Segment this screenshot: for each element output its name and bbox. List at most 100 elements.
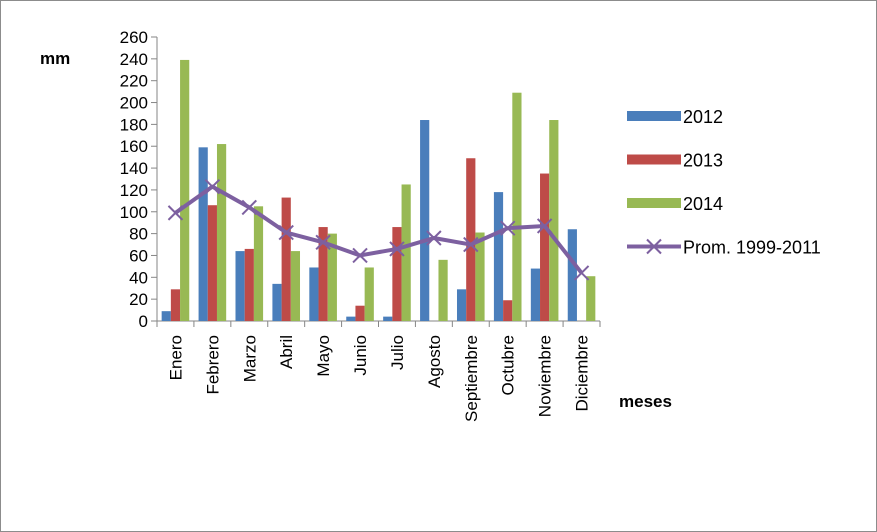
y-tick-label: 80 — [129, 225, 148, 244]
x-tick-label: Septiembre — [462, 335, 481, 422]
bar-2014 — [364, 267, 374, 321]
y-tick-label: 160 — [120, 137, 148, 156]
bar-2013 — [466, 158, 476, 321]
x-tick-label: Julio — [388, 335, 407, 370]
bar-2014 — [438, 259, 448, 321]
bar-2014 — [549, 120, 559, 321]
y-tick-label: 180 — [120, 115, 148, 134]
bar-2012 — [235, 251, 245, 321]
x-tick-label: Enero — [166, 335, 185, 380]
line-marker — [204, 178, 221, 195]
legend-label: 2012 — [683, 107, 723, 127]
bar-2013 — [281, 197, 291, 321]
legend: 2012 2013 2014 Prom. 1999-2011 — [627, 107, 821, 258]
bar-2012 — [161, 311, 171, 321]
y-tick-label: 240 — [120, 50, 148, 69]
line-marker — [500, 220, 516, 236]
bar-2014 — [216, 144, 227, 321]
x-axis-title: meses — [619, 392, 672, 411]
y-axis: 0 20 40 60 80 100 120 140 160 180 200 220 240 260 — [120, 28, 158, 331]
bar-2012 — [456, 289, 467, 321]
marker-stroke — [352, 247, 368, 264]
marker-stroke — [204, 178, 221, 195]
bar-2013 — [170, 289, 181, 321]
line-marker — [463, 236, 479, 253]
bar-2012 — [383, 316, 393, 321]
y-tick-label: 120 — [120, 181, 148, 200]
bar-2012 — [198, 147, 208, 321]
line-marker — [426, 230, 442, 246]
bar-2012 — [346, 316, 356, 321]
bar-2013 — [392, 227, 402, 321]
bar-2014 — [290, 251, 301, 321]
bar-2012 — [493, 192, 504, 321]
bar-2014 — [586, 276, 596, 321]
y-tick-label: 220 — [120, 72, 148, 91]
bar-2013 — [503, 300, 513, 321]
y-tick-label: 20 — [129, 290, 148, 309]
marker-stroke — [278, 224, 294, 241]
line-marker — [352, 247, 368, 264]
bar-2012 — [420, 120, 430, 321]
legend-swatch — [627, 111, 681, 121]
x-axis: Enero Febrero Marzo Abril Mayo Junio Julio Agos… — [156, 320, 601, 422]
y-tick-label: 140 — [120, 159, 148, 178]
marker-stroke — [426, 230, 442, 246]
line-marker — [536, 218, 553, 234]
y-tick-label: 200 — [120, 94, 148, 113]
bar-2014 — [401, 184, 411, 321]
bar-2014 — [327, 233, 337, 321]
marker-stroke — [167, 205, 184, 221]
bar-2014 — [512, 92, 522, 321]
bar-2014 — [253, 206, 264, 321]
marker-stroke — [500, 220, 516, 236]
bar-2013 — [244, 248, 254, 321]
marker-stroke — [389, 241, 405, 257]
legend-label: Prom. 1999-2011 — [683, 238, 821, 258]
legend-label: 2013 — [683, 151, 723, 171]
marker-stroke — [536, 218, 553, 234]
bar-2014 — [180, 59, 190, 321]
y-tick-label: 40 — [129, 268, 148, 287]
line-marker — [167, 205, 184, 221]
y-tick-label: 0 — [139, 312, 148, 331]
line-marker — [315, 234, 331, 251]
x-tick-label: Agosto — [425, 335, 444, 388]
bar-2013 — [318, 227, 328, 321]
y-axis-title: mm — [40, 49, 70, 68]
line-marker — [278, 224, 294, 241]
bar-2012 — [530, 268, 541, 321]
average-line — [167, 178, 590, 281]
marker-stroke — [315, 234, 331, 251]
y-tick-label: 60 — [129, 246, 148, 265]
bar-2014 — [475, 232, 485, 321]
marker-stroke — [463, 236, 479, 253]
legend-swatch — [627, 198, 681, 208]
marker-stroke — [241, 199, 257, 216]
bar-2013 — [540, 173, 550, 321]
x-tick-label: Junio — [351, 335, 370, 376]
line-series — [174, 184, 584, 275]
legend-label: 2014 — [683, 194, 723, 214]
bar-2012 — [567, 229, 577, 321]
x-tick-label: Marzo — [240, 335, 259, 382]
legend-marker — [646, 238, 662, 255]
line-marker — [389, 241, 405, 257]
bar-2013 — [207, 205, 217, 321]
x-tick-label: Febrero — [203, 335, 222, 395]
x-tick-label: Abril — [277, 335, 296, 369]
bars — [161, 59, 596, 321]
x-tick-label: Mayo — [314, 335, 333, 377]
bar-2012 — [272, 283, 282, 321]
y-tick-label: 260 — [120, 28, 148, 47]
x-tick-label: Octubre — [499, 335, 518, 395]
bar-2012 — [309, 267, 319, 321]
line-marker — [573, 265, 590, 281]
x-tick-label: Noviembre — [536, 335, 555, 417]
x-tick-label: Diciembre — [573, 335, 592, 412]
bar-2013 — [355, 305, 365, 321]
y-tick-label: 100 — [120, 203, 148, 222]
line-marker — [241, 199, 257, 216]
legend-swatch — [627, 154, 681, 165]
